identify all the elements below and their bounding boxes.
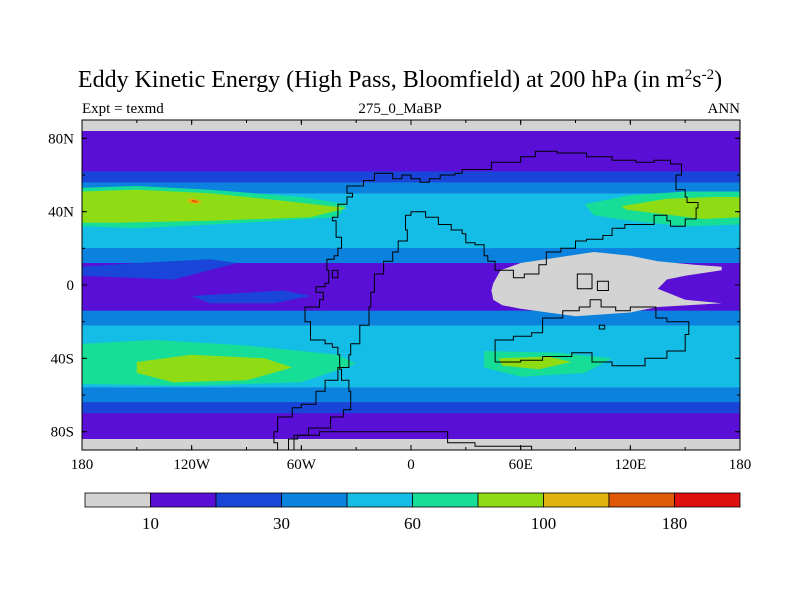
colorbar-swatch-6 bbox=[477, 492, 544, 508]
heatmap-area bbox=[82, 120, 740, 450]
continent-outline-0 bbox=[288, 431, 533, 450]
colorbar-label: 10 bbox=[142, 514, 159, 533]
experiment-label: Expt = texmd bbox=[82, 101, 164, 117]
colorbar-swatch-3 bbox=[281, 492, 348, 508]
x-tick-label: 180 bbox=[71, 457, 94, 473]
contour-tropical-minimum bbox=[491, 252, 722, 317]
contour-south-pacific-inner bbox=[498, 356, 572, 370]
continent-outline-5 bbox=[596, 280, 609, 291]
y-tick-label: 40N bbox=[48, 205, 74, 221]
colorbar: 10 30 60 100 180 bbox=[84, 492, 741, 533]
x-tick-label: 180 bbox=[729, 457, 752, 473]
x-tick-label: 60E bbox=[509, 457, 533, 473]
y-axis: 80N 40N 0 40S 80S bbox=[48, 131, 740, 441]
continent-outline-2 bbox=[494, 299, 690, 367]
zonal-band-7 bbox=[82, 310, 740, 326]
contour-north-atlantic-peak bbox=[191, 199, 199, 203]
zonal-band-9 bbox=[82, 387, 740, 403]
title-close: ) bbox=[714, 67, 723, 93]
y-tick-label: 40S bbox=[51, 351, 74, 367]
x-tick-label: 0 bbox=[407, 457, 415, 473]
zonal-band-2 bbox=[82, 134, 740, 172]
colorbar-swatch-2 bbox=[215, 492, 282, 508]
y-tick-label: 80N bbox=[48, 131, 74, 147]
title-exponent-1: 2 bbox=[684, 67, 693, 83]
y-tick-label: 80S bbox=[51, 425, 74, 441]
continent-outline-4 bbox=[576, 273, 593, 290]
zonal-band-4 bbox=[82, 182, 740, 194]
contour-tropical-weak-band-south bbox=[191, 290, 311, 304]
colorbar-swatch-1 bbox=[150, 492, 217, 508]
zonal-band-10 bbox=[82, 402, 740, 414]
colorbar-label: 100 bbox=[531, 514, 557, 533]
colorbar-label: 30 bbox=[273, 514, 290, 533]
title-text: Eddy Kinetic Energy (High Pass, Bloomfie… bbox=[77, 67, 685, 93]
zonal-band-11 bbox=[82, 413, 740, 436]
y-tick-label: 0 bbox=[67, 278, 75, 294]
colorbar-label: 60 bbox=[404, 514, 421, 533]
x-axis: 180 120W 60W 0 60E 120E 180 bbox=[71, 120, 752, 473]
contour-north-pacific-storm-track-core bbox=[621, 197, 740, 219]
title-unit-s: s bbox=[692, 67, 702, 93]
zonal-band-0 bbox=[82, 120, 740, 131]
experiment-id: 275_0_MaBP bbox=[358, 101, 442, 117]
colorbar-swatch-0 bbox=[84, 492, 151, 508]
chart-title: Eddy Kinetic Energy (High Pass, Bloomfie… bbox=[0, 66, 800, 94]
colorbar-swatch-8 bbox=[608, 492, 675, 508]
x-tick-label: 120E bbox=[614, 457, 646, 473]
continent-outline-1 bbox=[273, 150, 699, 450]
colorbar-swatch-7 bbox=[543, 492, 610, 508]
colorbar-swatch-4 bbox=[346, 492, 413, 508]
x-tick-label: 120W bbox=[173, 457, 211, 473]
colorbar-swatch-5 bbox=[412, 492, 479, 508]
continent-outlines bbox=[273, 150, 699, 450]
season-label: ANN bbox=[707, 101, 741, 117]
contour-north-atlantic-storm-track-core bbox=[82, 189, 347, 223]
title-exponent-2: -2 bbox=[701, 67, 715, 83]
contour-south-storm-track-core bbox=[136, 354, 293, 383]
contour-tropical-weak-band bbox=[82, 259, 238, 280]
continent-outline-3 bbox=[598, 324, 606, 330]
x-tick-label: 60W bbox=[287, 457, 317, 473]
colorbar-label: 180 bbox=[662, 514, 688, 533]
colorbar-swatch-9 bbox=[674, 492, 741, 508]
zonal-band-1 bbox=[82, 439, 740, 450]
continent-outline-6 bbox=[331, 269, 339, 279]
